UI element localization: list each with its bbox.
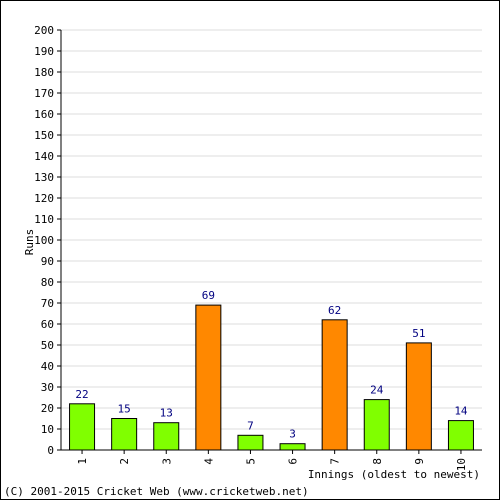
- bar: [447, 420, 474, 451]
- bar: [69, 403, 96, 451]
- y-tick-label: 60: [41, 318, 54, 331]
- bar-value-label: 14: [454, 405, 468, 418]
- bar-value-label: 24: [370, 384, 384, 397]
- bar: [153, 422, 180, 451]
- bar-value-label: 22: [75, 388, 88, 401]
- y-tick-label: 80: [41, 276, 54, 289]
- y-tick-label: 130: [34, 171, 54, 184]
- bar-value-label: 3: [289, 428, 296, 441]
- x-tick-label: 3: [160, 458, 173, 465]
- y-tick-label: 120: [34, 192, 54, 205]
- y-tick-labels: 0 10 20 30 40 50 60 70 80 90 100 110 120 130 140 150 160…: [34, 24, 61, 457]
- bar: [405, 342, 432, 451]
- y-tick-label: 10: [41, 423, 54, 436]
- bar: [237, 434, 264, 451]
- x-axis-title: Innings (oldest to newest): [308, 468, 480, 481]
- y-tick-label: 160: [34, 108, 54, 121]
- y-tick-label: 140: [34, 150, 54, 163]
- x-tick-label: 6: [287, 458, 300, 465]
- y-tick-label: 30: [41, 381, 54, 394]
- x-tick-label: 9: [413, 458, 426, 465]
- bar: [195, 304, 222, 451]
- bar-value-label: 7: [247, 419, 254, 432]
- data-labels: 22 15 13 69 7 3 62 24 51 14: [75, 289, 468, 441]
- y-tick-label: 90: [41, 255, 54, 268]
- bar: [111, 418, 138, 451]
- y-tick-label: 180: [34, 66, 54, 79]
- y-tick-label: 150: [34, 129, 54, 142]
- y-tick-label: 0: [47, 444, 54, 457]
- copyright-text: (C) 2001-2015 Cricket Web (www.cricketwe…: [4, 485, 309, 498]
- bar-value-label: 62: [328, 304, 341, 317]
- bar-value-label: 51: [412, 327, 425, 340]
- y-tick-label: 70: [41, 297, 54, 310]
- bar: [279, 443, 306, 451]
- x-tick-label: 5: [244, 458, 257, 465]
- bar: [321, 319, 348, 451]
- bar: [363, 399, 390, 451]
- x-tick-label: 2: [118, 458, 131, 465]
- x-tick-label: 1: [76, 458, 89, 465]
- x-tick-label: 10: [455, 458, 468, 471]
- x-tick-labels: 1 2 3 4 5 6 7 8 9 10: [76, 450, 468, 471]
- y-tick-label: 110: [34, 213, 54, 226]
- bars: [69, 304, 474, 451]
- y-tick-label: 200: [34, 24, 54, 37]
- y-tick-label: 170: [34, 87, 54, 100]
- y-axis-title: Runs: [23, 229, 36, 256]
- x-tick-label: 7: [329, 458, 342, 465]
- bar-value-label: 69: [202, 289, 215, 302]
- y-tick-label: 40: [41, 360, 54, 373]
- bar-value-label: 13: [160, 407, 173, 420]
- x-tick-label: 4: [202, 458, 215, 465]
- y-tick-label: 190: [34, 45, 54, 58]
- y-tick-label: 20: [41, 402, 54, 415]
- bar-value-label: 15: [118, 403, 131, 416]
- x-tick-label: 8: [371, 458, 384, 465]
- y-tick-label: 50: [41, 339, 54, 352]
- y-tick-label: 100: [34, 234, 54, 247]
